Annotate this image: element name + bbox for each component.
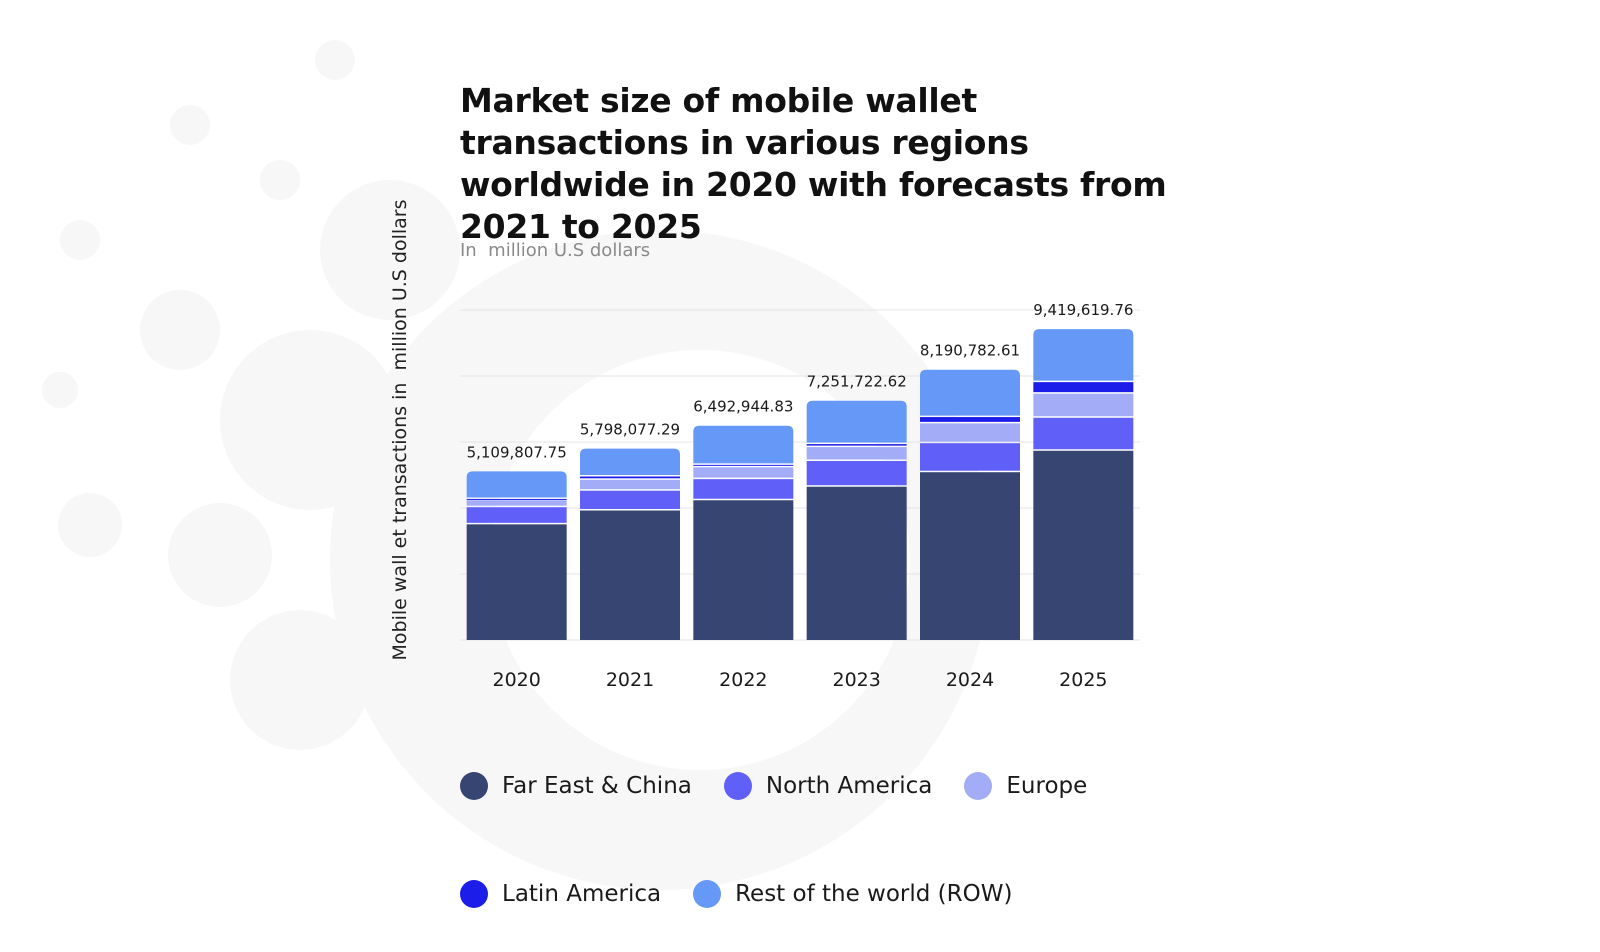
- bar-segment[interactable]: [920, 369, 1020, 416]
- data-label: 5,798,077.29: [580, 421, 680, 439]
- data-label: 8,190,782.61: [920, 342, 1020, 360]
- legend-item[interactable]: Europe: [964, 770, 1087, 802]
- y-axis-label: Mobile wall et transactions in million U…: [389, 199, 411, 661]
- bar-segment[interactable]: [466, 498, 567, 500]
- bar-segment[interactable]: [693, 464, 794, 466]
- legend-label: North America: [765, 773, 933, 799]
- bar-segment[interactable]: [466, 507, 567, 523]
- bar-segment[interactable]: [466, 500, 567, 506]
- data-label: 5,109,807.75: [467, 443, 567, 461]
- legend-label: Latin America: [502, 881, 662, 907]
- data-label: 9,419,619.76: [1033, 301, 1133, 319]
- bar-segment[interactable]: [693, 500, 794, 640]
- bar-segment[interactable]: [580, 510, 680, 640]
- bar-segment[interactable]: [806, 447, 907, 460]
- stacked-bar-chart: 5,109,807.75 2020 5,798,077.29 2021 6,492,94…: [460, 301, 1140, 691]
- bar-segment[interactable]: [1033, 450, 1134, 640]
- bar-segment[interactable]: [806, 400, 907, 443]
- bar-segment[interactable]: [920, 443, 1020, 471]
- bar-segment[interactable]: [920, 417, 1020, 422]
- legend-swatch: [964, 772, 993, 800]
- legend-item[interactable]: Rest of the world (ROW): [693, 878, 1012, 910]
- legend-item[interactable]: Latin America: [460, 878, 661, 910]
- bar-segment[interactable]: [1033, 393, 1134, 417]
- bar-segment[interactable]: [580, 479, 680, 490]
- bar-segment[interactable]: [466, 524, 567, 640]
- legend-label: Far East & China: [502, 773, 692, 799]
- legend-item[interactable]: Far East & China: [460, 770, 692, 802]
- data-label: 7,251,722.62: [807, 373, 907, 391]
- x-tick-label: 2025: [1059, 669, 1107, 691]
- legend-swatch: [693, 880, 722, 908]
- bar-segment[interactable]: [580, 476, 680, 479]
- bar-segment[interactable]: [693, 425, 794, 464]
- data-label: 6,492,944.83: [693, 398, 793, 416]
- bar-segment[interactable]: [580, 448, 680, 475]
- bar-segment[interactable]: [920, 423, 1020, 442]
- x-tick-label: 2023: [832, 669, 880, 691]
- bar-segment[interactable]: [466, 471, 567, 498]
- bar-segment[interactable]: [920, 472, 1020, 640]
- bar-segment[interactable]: [1033, 329, 1134, 381]
- bar-segment[interactable]: [806, 460, 907, 486]
- bar-segment[interactable]: [1033, 417, 1134, 450]
- legend-item[interactable]: North America: [723, 770, 933, 802]
- x-tick-label: 2021: [606, 669, 654, 691]
- chart-title: Market size of mobile wallet transaction…: [460, 81, 1167, 246]
- legend-swatch: [460, 772, 488, 800]
- chart-legend: Far East & China North America Europe Latin…: [460, 770, 1200, 910]
- bar-segment[interactable]: [1033, 382, 1134, 393]
- bar-segment[interactable]: [693, 479, 794, 499]
- legend-label: Rest of the world (ROW): [735, 881, 1013, 907]
- legend-label: Europe: [1006, 773, 1088, 799]
- x-tick-label: 2024: [946, 669, 994, 691]
- bar-segment[interactable]: [806, 444, 907, 446]
- x-tick-label: 2020: [492, 669, 540, 691]
- x-tick-label: 2022: [719, 669, 767, 691]
- legend-swatch: [723, 772, 752, 800]
- bar-segment[interactable]: [806, 486, 907, 640]
- bar-segment[interactable]: [580, 490, 680, 509]
- bar-segment[interactable]: [693, 467, 794, 478]
- legend-swatch: [460, 880, 488, 908]
- chart-subtitle: In million U.S dollars: [460, 240, 651, 261]
